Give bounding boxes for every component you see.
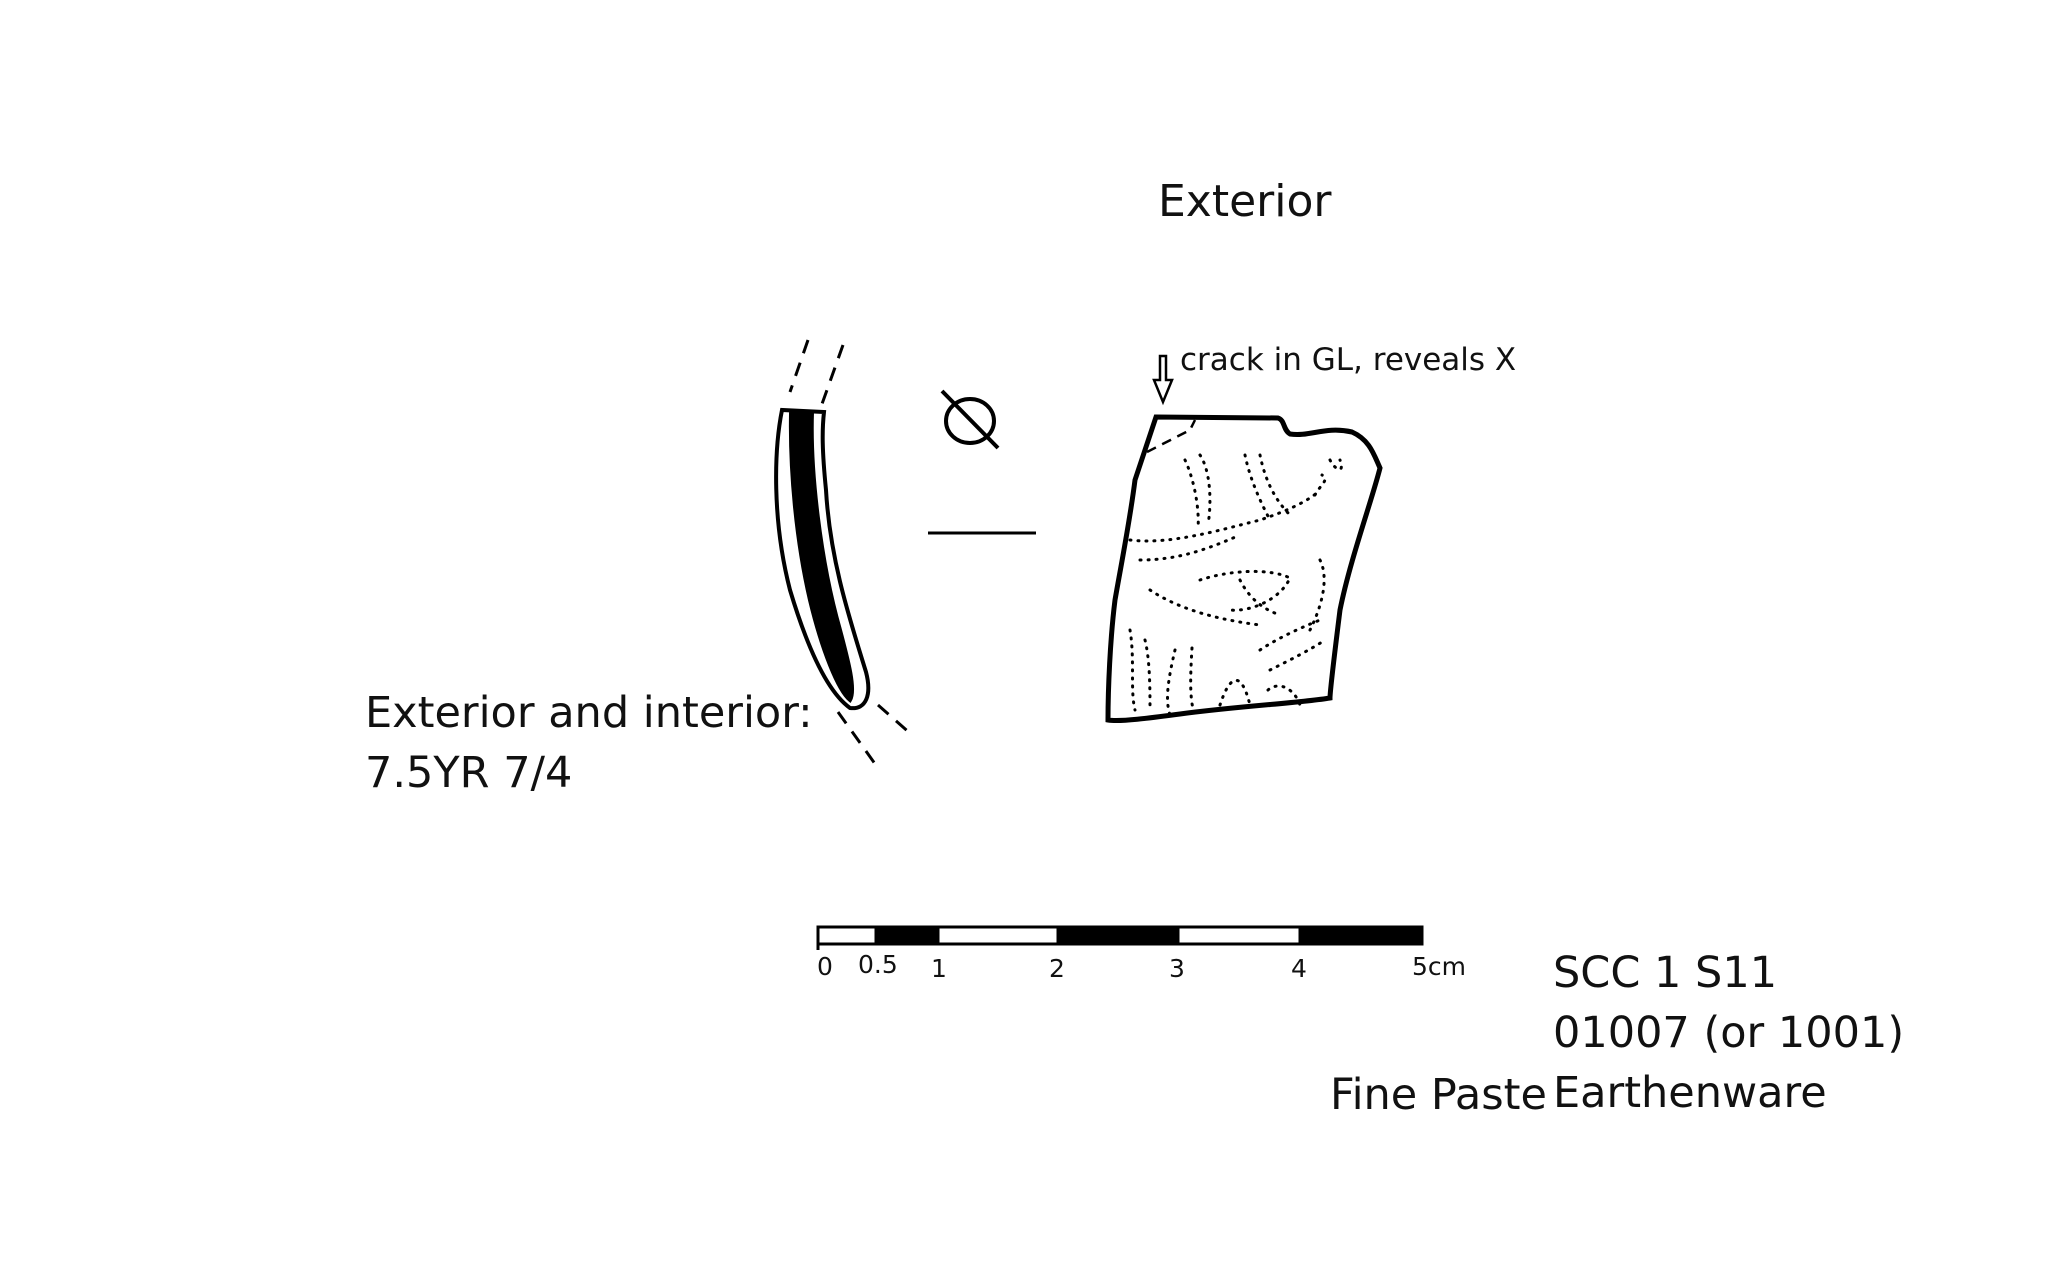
scale-tick-label: 4 — [1291, 954, 1307, 983]
ware-type: Earthenware — [1553, 1068, 1827, 1118]
profile-section — [774, 339, 913, 769]
munsell-color: 7.5YR 7/4 — [365, 748, 573, 798]
scale-tick-label: 3 — [1169, 954, 1185, 983]
scale-tick-label: 1 — [931, 954, 947, 983]
sample-id: SCC 1 S11 — [1553, 948, 1778, 998]
scale-bar — [816, 925, 1424, 950]
crack-annotation: crack in GL, reveals X — [1180, 342, 1517, 378]
scale-tick-label: 0 — [817, 952, 833, 981]
color-label: Exterior and interior: — [365, 688, 813, 738]
view-title: Exterior — [1158, 176, 1332, 227]
exterior-view — [1105, 414, 1383, 724]
scale-tick-label: 0.5 — [858, 950, 898, 979]
diameter-symbol — [940, 389, 1000, 450]
scale-tick-label: 2 — [1049, 954, 1065, 983]
catalog-number: 01007 (or 1001) — [1553, 1008, 1905, 1058]
scale-tick-label: 5cm — [1412, 952, 1467, 981]
paste-type: Fine Paste — [1330, 1070, 1547, 1120]
crack-arrow-icon — [1152, 354, 1174, 406]
